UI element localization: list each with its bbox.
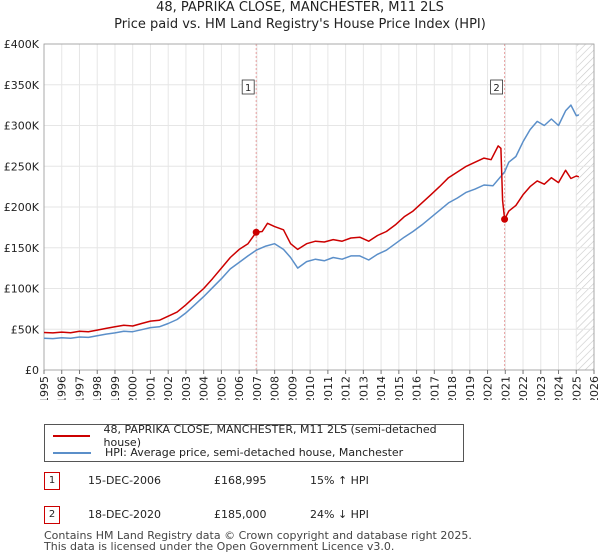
chart-title-line2: Price paid vs. HM Land Registry's House … xyxy=(114,17,486,32)
price-chart: £0 £50K £100K £150K £200K £250K £300K £350K £400… xyxy=(4,38,600,400)
sale-label: 2 xyxy=(493,83,499,94)
sale-label-box xyxy=(490,79,503,95)
x-tick-label: 2005 xyxy=(215,376,228,400)
x-tick-label: 2004 xyxy=(198,376,211,400)
y-tick-label: £100K xyxy=(4,283,40,296)
series-line-hpi xyxy=(43,104,580,340)
transaction-price: £185,000 xyxy=(214,508,267,521)
transaction-number: 1 xyxy=(44,472,60,490)
transaction-date: 18-DEC-2020 xyxy=(88,508,162,521)
x-tick-label: 2018 xyxy=(446,376,459,400)
sale-label: 1 xyxy=(245,83,251,94)
x-tick-label: 2003 xyxy=(180,376,193,400)
footer-licence: This data is licensed under the Open Gov… xyxy=(44,540,395,553)
x-tick-label: 2007 xyxy=(251,376,264,400)
legend-label-hpi: HPI: Average price, semi-detached house,… xyxy=(105,446,404,459)
table-row: 1 15-DEC-2006 £168,995 15% ↑ HPI xyxy=(44,472,444,490)
x-tick-label: 1999 xyxy=(109,376,122,400)
y-tick-label: £200K xyxy=(4,201,40,214)
legend-swatch-hpi xyxy=(53,451,91,454)
x-tick-label: 1995 xyxy=(38,376,51,400)
x-tick-label: 2024 xyxy=(553,376,566,400)
x-tick-label: 2011 xyxy=(322,376,335,400)
transaction-number: 2 xyxy=(44,506,60,524)
footer-copyright: Contains HM Land Registry data © Crown c… xyxy=(44,529,472,542)
x-tick-label: 2002 xyxy=(162,376,175,400)
x-tick-label: 1998 xyxy=(91,376,104,400)
x-tick-label: 2000 xyxy=(127,376,140,400)
y-tick-label: £150K xyxy=(4,242,40,255)
x-tick-label: 1996 xyxy=(56,376,69,400)
footer: Contains HM Land Registry data © Crown c… xyxy=(44,530,472,552)
plot-frame xyxy=(43,43,595,371)
x-tick-label: 1997 xyxy=(73,376,86,400)
sale-point xyxy=(501,215,509,223)
y-tick-label: £0 xyxy=(25,364,39,377)
legend-label-property: 48, PAPRIKA CLOSE, MANCHESTER, M11 2LS (… xyxy=(103,422,437,449)
transaction-hpi: 24% ↓ HPI xyxy=(310,508,369,521)
legend: 48, PAPRIKA CLOSE, MANCHESTER, M11 2LS (… xyxy=(44,423,464,462)
y-tick-label: £300K xyxy=(4,120,40,133)
x-tick-label: 2012 xyxy=(340,376,353,400)
x-tick-label: 2013 xyxy=(357,376,370,400)
x-tick-label: 2022 xyxy=(517,376,530,400)
table-row: 2 18-DEC-2020 £185,000 24% ↓ HPI xyxy=(44,506,444,524)
y-tick-label: £350K xyxy=(4,79,40,92)
x-tick-label: 2025 xyxy=(570,376,583,400)
transaction-date: 15-DEC-2006 xyxy=(88,474,162,487)
sale-point xyxy=(252,228,260,236)
x-tick-label: 2010 xyxy=(304,376,317,400)
y-tick-label: £250K xyxy=(4,160,40,173)
x-tick-label: 2006 xyxy=(233,376,246,400)
series-line-property xyxy=(43,145,580,334)
x-tick-label: 2015 xyxy=(393,376,406,400)
sale-label-box xyxy=(241,79,255,95)
x-tick-label: 2021 xyxy=(499,376,512,400)
x-tick-label: 2017 xyxy=(428,376,441,400)
legend-swatch-property xyxy=(53,434,90,437)
legend-item-hpi: HPI: Average price, semi-detached house,… xyxy=(53,444,403,461)
x-tick-label: 2014 xyxy=(375,376,388,400)
x-tick-label: 2008 xyxy=(269,376,282,400)
x-tick-label: 2019 xyxy=(464,376,477,400)
transaction-price: £168,995 xyxy=(214,474,267,487)
x-tick-label: 2023 xyxy=(535,376,548,400)
chart-title-line1: 48, PAPRIKA CLOSE, MANCHESTER, M11 2LS xyxy=(156,0,444,15)
x-tick-label: 2001 xyxy=(144,376,157,400)
y-tick-label: £50K xyxy=(11,323,40,336)
transaction-hpi: 15% ↑ HPI xyxy=(310,474,369,487)
x-tick-label: 2020 xyxy=(482,376,495,400)
x-tick-label: 2009 xyxy=(286,376,299,400)
y-tick-label: £400K xyxy=(4,38,40,51)
x-tick-label: 2026 xyxy=(588,376,600,400)
legend-item-property: 48, PAPRIKA CLOSE, MANCHESTER, M11 2LS (… xyxy=(53,423,463,449)
x-tick-label: 2016 xyxy=(411,376,424,400)
